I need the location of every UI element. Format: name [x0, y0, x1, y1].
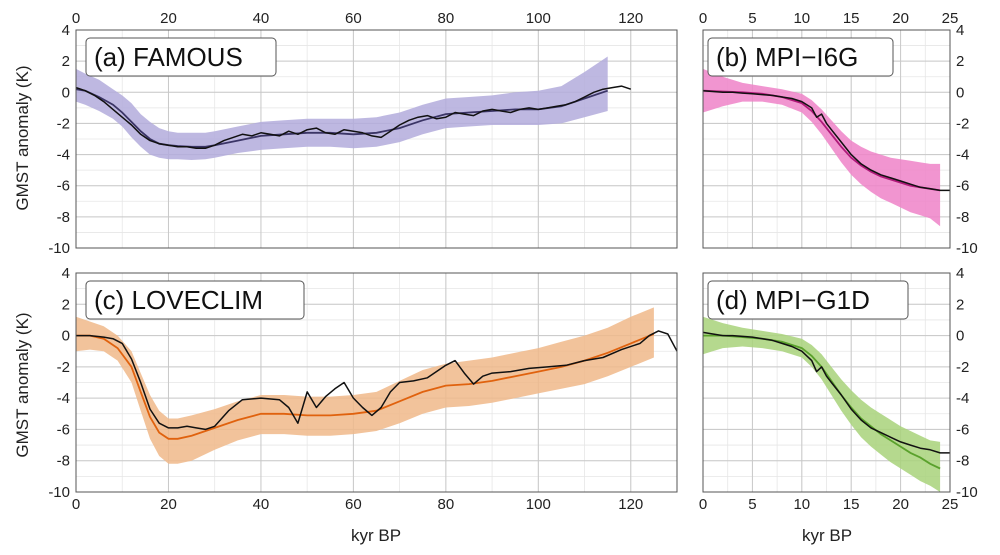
y-tick-label: -8	[956, 453, 969, 470]
uncertainty-band	[76, 307, 654, 464]
y-tick-label: -6	[956, 421, 969, 438]
x-tick-label: 80	[438, 496, 455, 513]
x-tick-label: 15	[843, 10, 860, 27]
uncertainty-band	[703, 316, 941, 492]
x-tick-label: 40	[253, 496, 270, 513]
y-tick-label: -2	[956, 359, 969, 376]
x-tick-label: 25	[942, 496, 959, 513]
panel-a: 420-2-4-6-8-100 20 40 60 80 100 120(a) FAMOUS	[48, 10, 678, 257]
x-tick-label: 25	[942, 10, 959, 27]
y-tick-label: 4	[956, 265, 964, 282]
y-tick-label: 0	[956, 84, 964, 101]
y-tick-label: 2	[956, 296, 964, 313]
x-tick-label: 100	[526, 496, 551, 513]
x-tick-label: 20	[892, 10, 909, 27]
simulation-line	[76, 330, 678, 431]
y-tick-label: -4	[956, 390, 969, 407]
y-tick-label: -8	[57, 453, 70, 470]
panel-title: (d) MPI−G1D	[716, 285, 870, 315]
y-tick-label: -4	[57, 390, 70, 407]
reconstruction-mean-line	[75, 88, 608, 148]
x-tick-label: 20	[160, 496, 177, 513]
x-tick-label: 80	[438, 10, 455, 27]
simulation-line	[75, 85, 632, 150]
reconstruction-mean-line	[76, 333, 655, 440]
x-tick-label: 100	[526, 10, 551, 27]
x-tick-label: 0	[72, 10, 80, 27]
y-tick-label: -6	[57, 421, 70, 438]
x-tick-label: 20	[892, 496, 909, 513]
x-tick-label: 60	[345, 496, 362, 513]
y-tick-label: -6	[57, 178, 70, 195]
x-tick-label: 40	[253, 10, 270, 27]
panel-c: 420-2-4-6-8-100 20 40 60 80 100 120(c) LOVECLI…	[48, 265, 678, 513]
x-tick-label: 20	[160, 10, 177, 27]
panel-label-box	[85, 280, 305, 320]
simulation-line	[702, 89, 950, 192]
y-axis-title-bottom: GMST anomaly (K)	[13, 312, 32, 457]
y-tick-label: -6	[956, 178, 969, 195]
y-tick-label: -10	[956, 484, 978, 501]
y-axis-title-top: GMST anomaly (K)	[13, 65, 32, 210]
panel-label-box	[85, 37, 277, 77]
y-tick-label: 2	[62, 296, 70, 313]
y-tick-label: -10	[956, 240, 978, 257]
uncertainty-band	[703, 68, 941, 227]
x-axis-title-right: kyr BP	[802, 526, 852, 545]
x-tick-label: 0	[72, 496, 80, 513]
y-tick-label: 0	[62, 328, 70, 345]
y-tick-label: 4	[62, 22, 70, 39]
y-tick-label: -8	[57, 209, 70, 226]
x-axis-title-left: kyr BP	[351, 526, 401, 545]
y-tick-label: 0	[62, 84, 70, 101]
panel-label-box	[707, 37, 894, 77]
x-tick-label: 120	[618, 10, 643, 27]
panel-d: 420-2-4-6-8-100 5 10 15 20 25(d) MPI−G1D	[699, 265, 978, 513]
x-tick-label: 5	[748, 10, 756, 27]
y-tick-label: -2	[956, 115, 969, 132]
y-tick-label: 4	[62, 265, 70, 282]
x-tick-label: 10	[793, 10, 810, 27]
x-tick-label: 10	[793, 496, 810, 513]
y-tick-label: -2	[57, 115, 70, 132]
x-tick-label: 5	[748, 496, 756, 513]
panel-b: 420-2-4-6-8-100 5 10 15 20 25(b) MPI−I6G	[699, 10, 978, 257]
y-tick-label: -2	[57, 359, 70, 376]
uncertainty-band	[76, 56, 608, 160]
x-tick-label: 120	[618, 496, 643, 513]
y-tick-label: -10	[48, 484, 70, 501]
y-tick-label: 2	[62, 53, 70, 70]
y-tick-label: 4	[956, 22, 964, 39]
panels: 420-2-4-6-8-100 20 40 60 80 100 120(a) FAMOUS4…	[48, 10, 977, 513]
x-tick-label: 0	[699, 496, 707, 513]
panel-title: (b) MPI−I6G	[716, 42, 858, 72]
y-tick-label: -4	[956, 147, 969, 164]
plot-frame	[702, 272, 951, 493]
plot-frame	[75, 29, 678, 249]
x-tick-label: 0	[699, 10, 707, 27]
plot-frame	[702, 29, 951, 249]
x-tick-label: 15	[843, 496, 860, 513]
panel-title: (c) LOVECLIM	[94, 285, 263, 315]
panel-label-box	[707, 280, 909, 320]
x-tick-label: 60	[345, 10, 362, 27]
plot-frame	[75, 272, 678, 493]
y-tick-label: 2	[956, 53, 964, 70]
panel-title: (a) FAMOUS	[94, 42, 243, 72]
y-tick-label: -10	[48, 240, 70, 257]
y-tick-label: 0	[956, 328, 964, 345]
y-tick-label: -4	[57, 147, 70, 164]
simulation-line	[702, 331, 950, 454]
y-tick-label: -8	[956, 209, 969, 226]
